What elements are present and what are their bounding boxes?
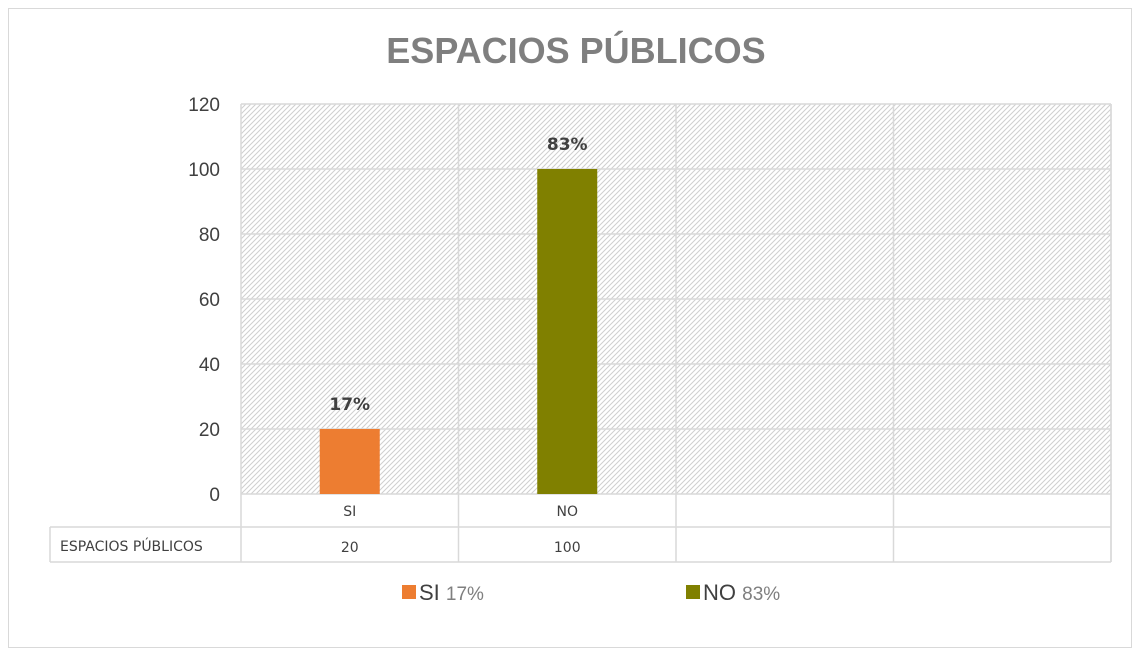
bar-si xyxy=(319,429,380,494)
plot-area: 0 20 40 60 80 100 120 17% 83% xyxy=(188,95,1112,562)
legend-label: SI 17% xyxy=(419,580,484,605)
legend-label: NO 83% xyxy=(703,580,780,605)
legend: SI 17% NO 83% xyxy=(402,580,780,605)
table-cell: 100 xyxy=(554,540,581,556)
y-tick-label: 100 xyxy=(188,160,220,181)
legend-series-name: SI xyxy=(419,580,446,605)
y-tick-label: 0 xyxy=(209,485,220,506)
legend-swatch xyxy=(686,585,700,599)
legend-series-name: NO xyxy=(703,580,742,605)
x-category-label: SI xyxy=(343,504,356,520)
table-cell: 20 xyxy=(341,540,359,556)
y-tick-label: 40 xyxy=(199,355,220,376)
legend-percentage: 17% xyxy=(446,584,484,605)
y-tick-label: 80 xyxy=(199,225,220,246)
data-label: 17% xyxy=(329,395,370,415)
data-table: SI NO ESPACIOS PÚBLICOS 20 100 xyxy=(49,104,1112,563)
data-label: 83% xyxy=(547,135,588,155)
y-tick-label: 120 xyxy=(188,95,220,116)
x-category-label: NO xyxy=(557,504,579,520)
bar-chart: ESPACIOS PÚBLICOS 02040608010012017%83% … xyxy=(49,29,1112,605)
legend-percentage: 83% xyxy=(742,584,780,605)
table-row-header: ESPACIOS PÚBLICOS xyxy=(60,537,203,555)
y-tick-label: 20 xyxy=(199,420,220,441)
y-tick-label: 60 xyxy=(199,290,220,311)
chart-title: ESPACIOS PÚBLICOS xyxy=(386,29,765,71)
bar-no xyxy=(537,169,598,494)
legend-swatch xyxy=(402,585,416,599)
